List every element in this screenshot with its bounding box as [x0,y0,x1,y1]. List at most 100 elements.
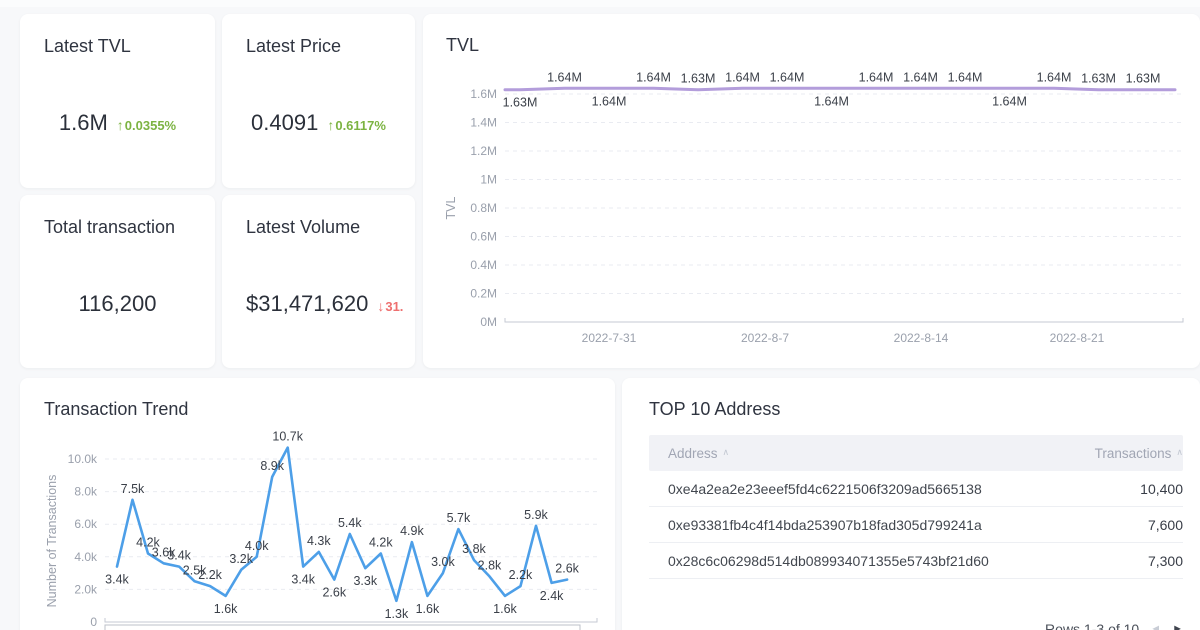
stat-change: ↓31. [377,298,403,314]
y-tick-label: 0M [480,315,497,329]
data-point-label: 2.8k [478,558,502,572]
stat-change: ↑0.0355% [117,117,176,133]
data-point-label: 8.9k [260,459,284,473]
y-tick-label: 8.0k [74,485,98,499]
data-point-label: 3.4k [167,549,191,563]
address-cell: 0x28c6c06298d514db089934071355e5743bf21d… [668,552,989,569]
data-point-label: 2.4k [540,589,564,603]
pagination: Rows 1-3 of 10 ◄ ► [1045,621,1183,630]
data-point-label: 1.64M [948,70,983,84]
y-tick-label: 4.0k [74,550,98,564]
data-point-label: 1.63M [503,96,538,110]
y-tick-label: 1M [480,173,497,187]
stat-value-row: 0.4091 ↑0.6117% [222,110,415,136]
table-title: TOP 10 Address [649,399,781,419]
stat-value: 1.6M [58,110,108,135]
data-zoom-slider[interactable] [104,624,581,630]
x-axis [104,618,598,623]
y-tick-label: 0.6M [470,230,497,244]
y-tick-label: 1.6M [470,87,497,101]
arrow-up-icon: ↑ [116,117,124,133]
column-header-address[interactable]: Address ∧ [668,446,729,461]
y-tick-label: 2.0k [74,582,98,596]
stat-value-row: 1.6M ↑0.0355% [20,110,215,136]
data-labels: 1.63M 1.64M 1.64M 1.64M 1.63M 1.64M 1.64M 1.64M… [503,70,1161,109]
addresses-table: Address ∧ Transactions ∧ 0xe4a2ea2e23eeef5… [649,435,1183,579]
transaction-trend-chart[interactable]: 0 2.0k 4.0k 6.0k 8.0k 10.0k Number of Transact… [20,378,615,630]
transactions-line [115,446,569,603]
stat-card-latest-tvl: Latest TVL 1.6M ↑0.0355% [20,14,215,188]
address-cell: 0xe4a2ea2e23eeef5fd4c6221506f3209ad56651… [668,480,982,497]
x-tick-label: 2022-8-7 [741,331,789,345]
pagination-label: Rows 1-3 of 10 [1045,621,1140,630]
stat-change: ↑0.6117% [327,117,386,133]
data-point-label: 2.2k [198,568,222,582]
x-tick-label: 2022-7-31 [582,331,637,345]
next-page-icon[interactable]: ► [1172,623,1183,630]
transaction-trend-panel: Transaction Trend 0 2.0k 4.0k 6.0k 8.0k 10.0k… [20,378,615,630]
column-header-transactions[interactable]: Transactions ∧ [1095,446,1183,461]
data-point-label: 3.3k [353,574,377,588]
tvl-chart[interactable]: 0M 0.2M 0.4M 0.6M 0.8M 1M 1.2M 1.4M 1.6M 2022-7-3… [423,14,1200,368]
stat-card-title: Latest TVL [44,36,131,56]
data-point-label: 3.8k [462,542,486,556]
address-cell: 0xe93381fb4c4f14bda253907b18fad305d79924… [668,516,982,533]
data-point-label: 4.3k [307,534,331,548]
tvl-line [503,86,1177,92]
y-tick-label: 0 [90,615,97,629]
tvl-panel: TVL 0M 0.2M 0.4M 0.6M 0.8M 1M 1.2M 1.4M 1.6M 2022… [423,14,1200,368]
stat-change-value: 0.0355% [124,118,177,133]
sort-asc-icon: ∧ [722,446,730,457]
data-point-label: 1.64M [592,94,627,108]
stat-value: 116,200 [78,291,157,316]
data-point-label: 2.6k [322,586,346,600]
data-point-label: 1.63M [1081,72,1116,86]
x-axis [504,318,1184,323]
stat-card-latest-price: Latest Price 0.4091 ↑0.6117% [222,14,415,188]
data-point-label: 1.6k [214,602,238,616]
y-axis-label: TVL [444,196,458,219]
data-point-label: 3.6k [152,545,176,559]
data-point-label: 2.5k [183,563,207,577]
data-point-label: 1.64M [725,70,760,84]
y-tick-label: 0.4M [470,258,497,272]
stat-value: 0.4091 [251,110,319,135]
data-point-label: 3.4k [105,573,129,587]
data-point-label: 4.9k [400,524,424,538]
data-point-label: 4.0k [245,539,269,553]
data-point-label: 2.2k [509,568,533,582]
table-header: Address ∧ Transactions ∧ [649,435,1183,471]
table-body: 0xe4a2ea2e23eeef5fd4c6221506f3209ad56651… [649,471,1183,579]
data-point-label: 1.64M [636,70,671,84]
y-tick-label: 1.4M [470,116,497,130]
stat-card-total-transaction: Total transaction 116,200 [20,195,215,368]
transaction-trend-title: Transaction Trend [44,399,189,419]
stat-change-value: 31. [385,299,404,314]
column-label: Address [668,445,718,461]
top-addresses-panel: TOP 10 Address Address ∧ Transactions ∧ 0x… [622,378,1200,630]
data-point-label: 10.7k [272,430,303,444]
data-point-label: 5.7k [447,511,471,525]
prev-page-icon[interactable]: ◄ [1150,623,1162,630]
arrow-down-icon: ↓ [377,298,385,314]
stat-value: $31,471,620 [246,291,369,316]
table-row[interactable]: 0x28c6c06298d514db089934071355e5743bf21d… [649,543,1183,579]
y-tick-label: 1.2M [470,144,497,158]
data-point-label: 5.4k [338,516,362,530]
data-point-label: 1.63M [681,72,716,86]
top-strip [0,0,1200,7]
table-row[interactable]: 0xe93381fb4c4f14bda253907b18fad305d79924… [649,507,1183,543]
x-tick-label: 2022-8-14 [894,331,949,345]
y-tick-label: 0.8M [470,201,497,215]
y-tick-label: 6.0k [74,517,98,531]
y-axis-label: Number of Transactions [45,475,59,608]
data-point-label: 3.4k [291,573,315,587]
data-point-label: 4.2k [369,536,393,550]
stat-card-title: Total transaction [44,217,176,237]
data-point-label: 1.63M [1126,72,1161,86]
stat-card-latest-volume: Latest Volume $31,471,620 ↓31. [222,195,415,368]
table-row[interactable]: 0xe4a2ea2e23eeef5fd4c6221506f3209ad56651… [649,471,1183,507]
column-label: Transactions [1094,445,1172,461]
stat-card-title: Latest Volume [246,217,361,237]
data-point-label: 7.5k [121,482,145,496]
